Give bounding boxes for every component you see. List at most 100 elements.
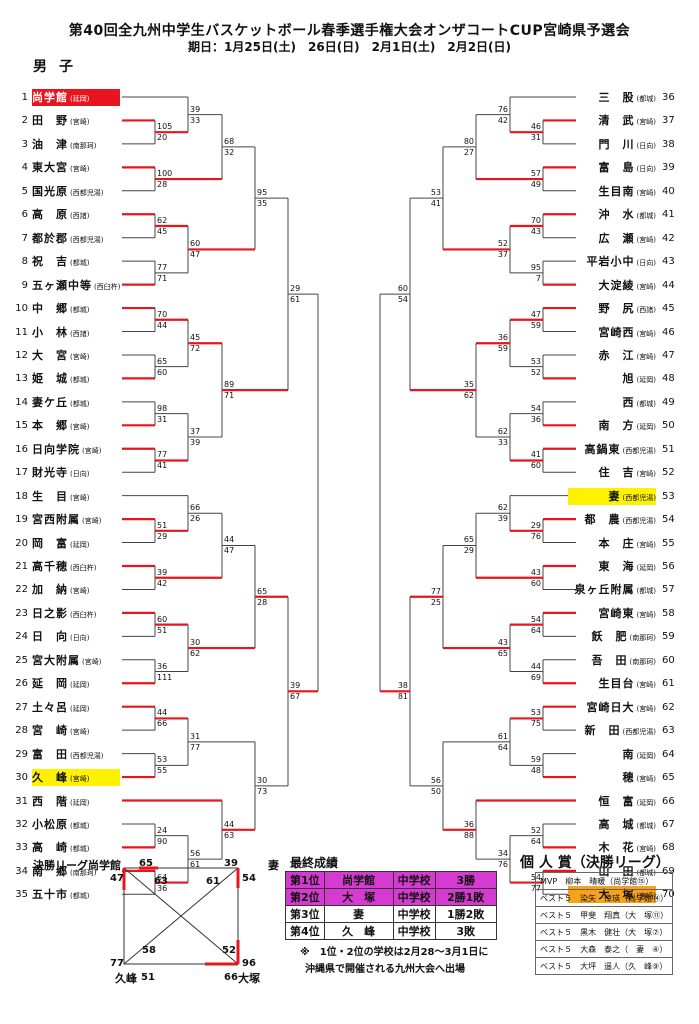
team-entry: 小 林 (西諸) xyxy=(32,324,120,341)
game-score: 43 xyxy=(530,567,541,577)
game-score: 59 xyxy=(497,344,508,354)
game-score: 57 xyxy=(530,169,541,179)
team-number: 29 xyxy=(15,748,28,760)
game-score: 65 xyxy=(257,586,268,596)
game-score: 60 xyxy=(530,461,541,471)
game-score: 31 xyxy=(190,731,201,741)
team-name: 三 股 xyxy=(598,91,635,104)
team-district: (日向) xyxy=(636,141,656,150)
team-number: 4 xyxy=(21,162,28,174)
game-score: 72 xyxy=(190,344,201,354)
game-score: 64 xyxy=(157,872,168,882)
team-name: 都於郡 xyxy=(32,231,68,245)
game-score: 64 xyxy=(530,625,541,635)
team-number: 1 xyxy=(21,92,28,103)
game-score: 43 xyxy=(530,226,541,236)
team-entry: 高千穂 (西臼杵) xyxy=(32,558,120,575)
team-district: (宮崎) xyxy=(636,470,656,479)
game-score: 49 xyxy=(530,180,541,190)
team-district: (宮崎) xyxy=(70,352,90,361)
team-entry: 宮大附属 (宮崎) xyxy=(32,652,120,669)
team-district: (西都児湯) xyxy=(622,446,656,455)
game-score: 62 xyxy=(463,391,474,401)
team-number: 51 xyxy=(662,443,675,455)
team-number: 67 xyxy=(662,818,675,830)
team-district: (宮崎) xyxy=(636,610,656,619)
team-name: 財光寺 xyxy=(32,466,68,480)
game-score: 42 xyxy=(157,578,168,588)
table-row: ベスト５ 黒木 健壮（大 塚⑦） xyxy=(534,923,674,941)
team-district: (南那珂) xyxy=(629,657,656,666)
team-district: (都城) xyxy=(70,892,90,901)
team-district: (延岡) xyxy=(636,564,656,572)
team-entry: 宮崎日大 (宮崎) xyxy=(568,699,656,716)
team-name: 泉ヶ丘附属 xyxy=(574,583,635,597)
game-score: 41 xyxy=(530,450,541,460)
game-score: 47 xyxy=(224,546,235,556)
team-name: 高 原 xyxy=(32,208,68,222)
game-score: 36 xyxy=(157,883,168,893)
league-team-otsuka: 大塚 xyxy=(238,972,260,985)
team-district: (宮崎) xyxy=(636,329,656,338)
team-name: 高鍋東 xyxy=(584,442,621,456)
game-score: 34 xyxy=(497,849,508,859)
team-district: (日向) xyxy=(636,259,656,268)
team-number: 17 xyxy=(15,467,28,479)
team-number: 6 xyxy=(21,209,28,221)
team-number: 49 xyxy=(662,396,675,408)
team-name: 恒 富 xyxy=(598,794,635,808)
team-district: (都城) xyxy=(70,845,90,854)
team-number: 38 xyxy=(662,138,675,150)
team-entry: 大 宮 (宮崎) xyxy=(32,347,120,364)
team-name: 土々呂 xyxy=(32,700,68,714)
team-entry: 生 目 (宮崎) xyxy=(32,488,120,505)
league-score: 65 xyxy=(139,858,153,869)
rank-cell: 第4位 xyxy=(285,922,325,940)
team-entry: 都於郡 (西都児湯) xyxy=(32,230,120,247)
team-number: 50 xyxy=(662,420,675,432)
game-score: 31 xyxy=(530,133,541,143)
game-score: 38 xyxy=(397,681,408,691)
game-score: 77 xyxy=(430,586,441,596)
team-number: 28 xyxy=(15,725,28,737)
section-label: 男子 xyxy=(33,59,85,75)
team-name: 沖 水 xyxy=(598,208,635,222)
team-entry: 都 農 (西都児湯) xyxy=(568,511,656,528)
school-cell: 中学校 xyxy=(392,922,436,940)
team-district: (延岡) xyxy=(636,751,656,760)
game-score: 70 xyxy=(530,215,541,225)
game-score: 73 xyxy=(257,786,268,796)
award-cell: ベスト５ 大森 泰之（ 妻 ④） xyxy=(534,940,674,958)
record-cell: 3敗 xyxy=(434,922,497,940)
league-score: 39 xyxy=(224,858,238,869)
team-district: (日向) xyxy=(70,470,90,479)
team-number: 13 xyxy=(15,373,28,385)
game-score: 33 xyxy=(497,438,508,448)
team-number: 21 xyxy=(15,561,28,572)
game-score: 44 xyxy=(530,661,541,671)
game-score: 42 xyxy=(497,115,508,125)
team-number: 27 xyxy=(15,701,28,713)
team-district: (日向) xyxy=(636,165,656,174)
team-name: 妻ケ丘 xyxy=(32,395,68,409)
team-entry: 吾 田 (南那珂) xyxy=(568,652,656,669)
game-score: 77 xyxy=(157,262,168,272)
team-name: 加 納 xyxy=(32,583,68,597)
game-score: 68 xyxy=(224,136,235,146)
game-score: 95 xyxy=(257,188,268,198)
team-name: 吾 田 xyxy=(591,653,628,667)
game-score: 35 xyxy=(463,380,474,390)
team-number: 57 xyxy=(662,584,675,596)
team-name: 東 海 xyxy=(598,560,635,573)
team-entry: 西 (都城) xyxy=(568,394,656,411)
game-score: 81 xyxy=(397,692,408,702)
team-name: 日之影 xyxy=(32,606,68,620)
game-score: 100 xyxy=(157,169,173,179)
team-name: 高 崎 xyxy=(32,841,68,855)
award-cell: ベスト５ 染矢 倖瑛（尚学館⑭） xyxy=(534,889,674,907)
team-name: 本 庄 xyxy=(598,536,635,550)
game-score: 27 xyxy=(463,147,474,157)
results-note-line2: 沖縄県で開催される九州大会へ出場 xyxy=(305,964,465,975)
game-score: 28 xyxy=(257,597,268,607)
